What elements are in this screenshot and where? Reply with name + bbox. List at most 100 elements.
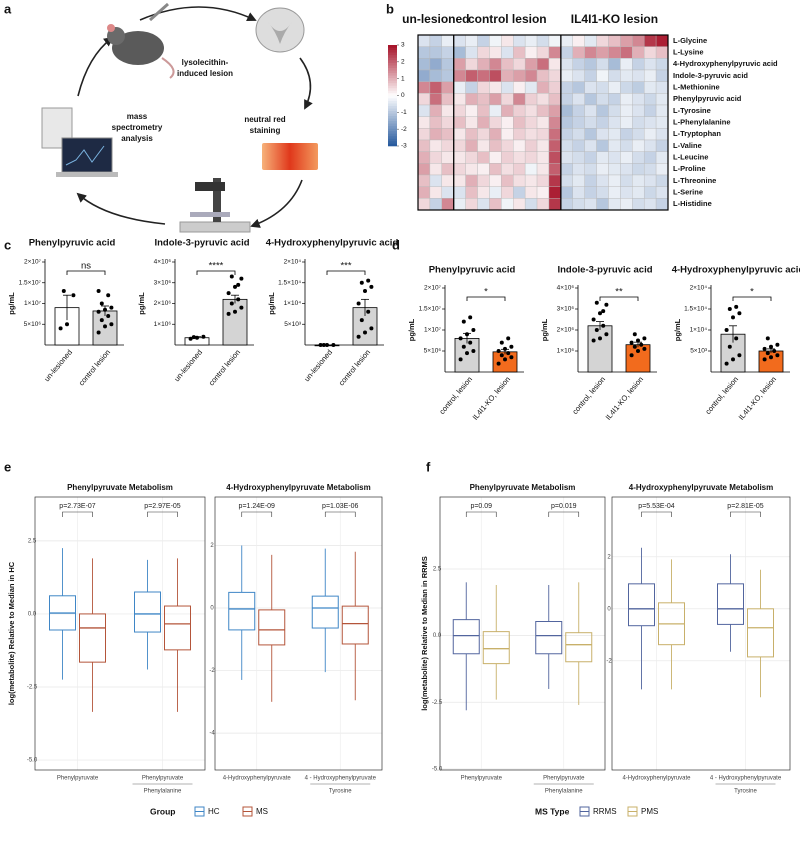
colorbar-segment [388,92,397,96]
heatmap-cell [548,46,562,59]
data-point [226,311,231,316]
data-point [734,304,739,309]
data-point [465,332,469,337]
heatmap-cell [632,81,645,94]
heatmap-cell [513,34,526,47]
heatmap-cell [536,93,550,106]
heatmap-cell [477,198,490,211]
significance-bracket [196,270,236,275]
data-point [762,346,767,351]
heatmap-cell [655,163,669,176]
data-point [731,315,735,320]
data-point [769,344,773,349]
y-tick-label: 1×10⁴ [690,327,708,334]
data-point [239,305,244,310]
heatmap-cell [417,186,431,199]
group-label: Tyrosine [734,789,757,795]
heatmap-cell [632,104,645,117]
heatmap-cell [417,151,431,164]
y-tick-label: 0 [210,606,214,612]
heatmap-cell [560,139,573,152]
data-point [765,336,770,341]
p-value-bracket [62,511,93,517]
heatmap-cell [501,128,514,141]
heatmap-cell [453,186,466,199]
data-point [103,307,107,312]
heatmap-cell [477,163,490,176]
row-label: L-Tryptophan [673,129,721,138]
data-point [465,351,469,356]
heatmap-cell [643,104,657,117]
heatmap-cell [513,104,526,117]
heatmap-cell [620,116,633,129]
heatmap-cell [477,186,490,199]
subplot-title: Phenylpyruvic acid [429,265,516,276]
heatmap-cell [501,69,514,82]
row-label: Indole-3-pyruvic acid [673,71,748,80]
plot-frame [214,496,383,771]
heatmap-cell [584,198,597,211]
heatmap-cell [536,104,550,117]
heatmap-cell [429,104,443,117]
heatmap-cell [477,81,490,94]
heatmap-cell [429,139,443,152]
heatmap-cell [465,198,478,211]
p-value-bracket [241,511,273,517]
colorbar-segment [388,128,397,132]
bar [587,325,613,373]
y-tick-label: -5.0 [432,767,443,773]
heatmap-cell [655,34,669,47]
heatmap-cell [441,81,454,94]
data-point [506,351,511,356]
x-tick-label: IL4I1-KO, lesion [604,375,645,422]
heatmap-cell [429,163,443,176]
y-tick-label: 0.0 [433,633,442,639]
heatmap-cell [560,198,573,211]
panel-label: b [386,1,394,16]
data-point [769,355,773,360]
data-point [601,323,606,328]
workflow-diagram: lysolecithin- induced lesion neutral red… [41,2,318,233]
heatmap-cell [501,93,514,106]
heatmap-cell [524,174,538,187]
heatmap-cell [465,128,478,141]
data-point [96,289,101,294]
bar [492,351,518,373]
heatmap-cell [560,104,573,117]
heatmap-cell [524,81,538,94]
colorbar-segment [388,55,397,58]
heatmap-cell [643,34,657,47]
subplot-title: 4-Hydroxyphenylpyruvate Metabolism [629,483,773,492]
heatmap-cell [608,174,621,187]
data-point [775,342,780,347]
heatmap-cell [489,69,502,82]
y-tick-label: -2 [606,658,612,664]
data-point [359,318,364,323]
significance-bracket [326,270,366,275]
heatmap-cell [643,139,657,152]
heatmap-cell [501,163,514,176]
heatmap-cell [417,81,431,94]
bar [758,350,784,373]
heatmap-cell [489,34,502,47]
data-point [727,307,732,311]
heatmap-cell [501,46,514,59]
row-label: L-Valine [673,141,702,150]
heatmap-cell [429,58,443,71]
row-label: L-Lysine [673,47,704,56]
colorbar-segment [388,130,397,134]
heatmap-cell [548,198,562,211]
colorbar-tick-label: 1 [401,75,405,82]
box [228,591,256,631]
heatmap-cell [429,198,443,211]
heatmap-cell [513,128,526,141]
bar [625,344,651,373]
heatmap-cell [417,128,431,141]
heatmap-cell [620,46,633,59]
heatmap-cell [584,46,597,59]
heatmap-cell [572,69,585,82]
heatmap-cell [477,174,490,187]
data-point [636,338,640,343]
data-point [201,334,206,339]
